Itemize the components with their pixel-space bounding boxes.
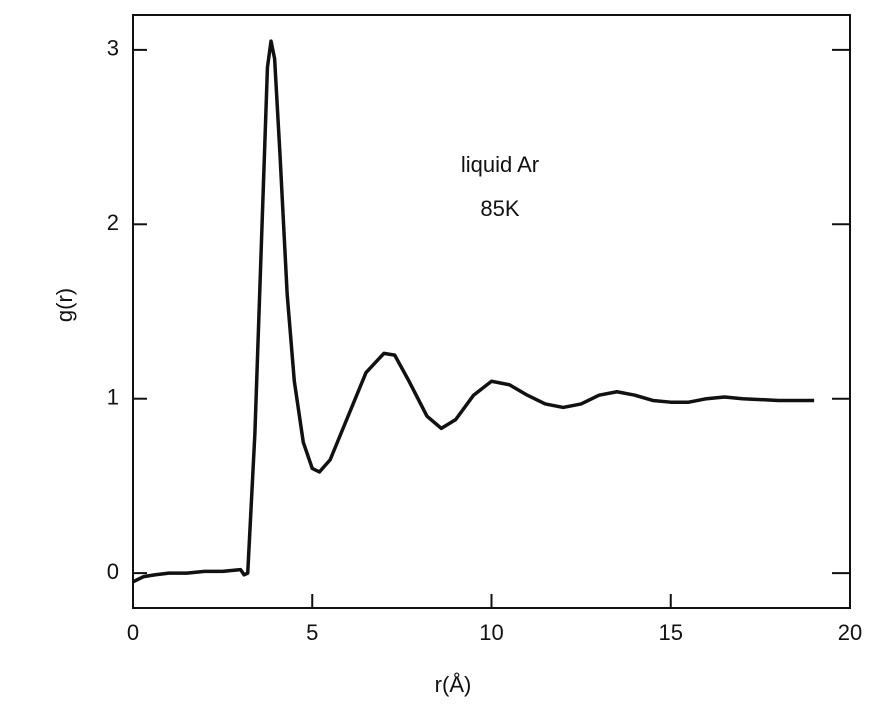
- x-tick-label: 20: [838, 620, 862, 645]
- y-tick-label: 2: [107, 210, 119, 235]
- x-tick-label: 10: [479, 620, 503, 645]
- annotation: liquid Ar: [461, 152, 539, 177]
- x-tick-label: 15: [659, 620, 683, 645]
- x-tick-label: 0: [127, 620, 139, 645]
- annotation: 85K: [480, 196, 519, 221]
- y-tick-label: 0: [107, 559, 119, 584]
- plot-frame: [132, 14, 851, 609]
- data-line: [132, 39, 815, 584]
- x-axis-label: r(Å): [435, 672, 472, 697]
- y-axis-label: g(r): [52, 288, 77, 322]
- y-tick-label: 3: [107, 36, 119, 61]
- x-tick-label: 5: [306, 620, 318, 645]
- y-tick-label: 1: [107, 385, 119, 410]
